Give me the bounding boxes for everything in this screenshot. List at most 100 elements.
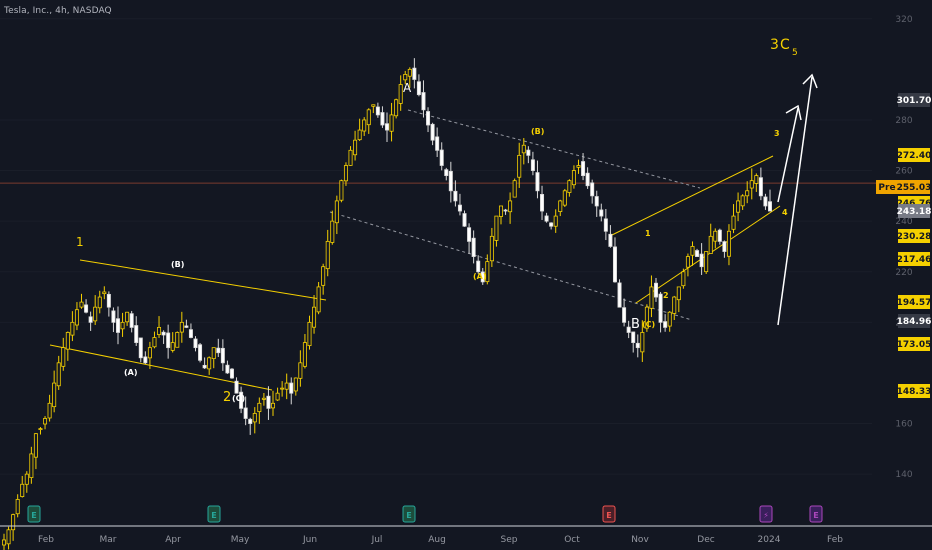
candle-body: [357, 129, 362, 141]
channel-line-lower-2: [329, 211, 693, 321]
wave-label: C: [780, 37, 790, 53]
candle-body: [339, 180, 344, 201]
candle-body: [503, 209, 508, 212]
candle-body: [453, 190, 458, 202]
candle-body: [129, 313, 134, 328]
candle-body: [740, 195, 745, 207]
candle-body: [768, 201, 773, 212]
candle-body: [416, 81, 421, 96]
event-marker[interactable]: [809, 505, 823, 523]
candle-body: [2, 539, 7, 546]
candle-body: [704, 251, 709, 273]
wave-label: (A): [473, 272, 487, 281]
candle-body: [558, 200, 563, 213]
candle-body: [644, 306, 649, 329]
price-axis[interactable]: 320280260240220200160140: [895, 15, 912, 480]
candle-body: [681, 271, 686, 287]
candle-body: [480, 271, 485, 283]
candle-body: [266, 395, 271, 409]
time-tick-label: Apr: [165, 535, 181, 545]
price-tag-box: [898, 384, 930, 398]
price-tag-box: [898, 204, 930, 218]
candle-body: [325, 240, 330, 270]
candle-body: [97, 296, 102, 309]
candle-body: [626, 326, 631, 333]
price-tag-box: [898, 229, 930, 243]
candle-body: [143, 356, 148, 364]
candle-body: [207, 357, 212, 370]
event-marker-label: E: [406, 511, 411, 520]
candle-body: [220, 347, 225, 364]
channel-line-upper-2: [407, 109, 701, 189]
candle-body: [530, 159, 535, 171]
candle-body: [512, 180, 517, 198]
projection-arrow-5: [777, 76, 813, 326]
candle-body: [731, 215, 736, 230]
candle-body: [234, 380, 239, 394]
candle-body: [462, 213, 467, 227]
candle-body: [467, 227, 472, 242]
candle-body: [29, 453, 34, 479]
wave-label: B: [631, 317, 640, 332]
event-marker[interactable]: [759, 505, 773, 523]
candle-body: [749, 180, 754, 189]
candle-body: [252, 413, 257, 423]
candle-body: [567, 180, 572, 193]
candle-body: [631, 331, 636, 343]
candle-body: [102, 291, 107, 295]
price-tags: 301.70272.40246.76243.18230.28217.46194.…: [876, 93, 931, 398]
candle-body: [316, 286, 321, 313]
candle-body: [489, 235, 494, 262]
projection-arrow-5-head: [802, 73, 818, 89]
event-markers[interactable]: E E E E ⚡ E: [27, 505, 823, 523]
event-marker[interactable]: [27, 505, 41, 523]
event-marker[interactable]: [207, 505, 221, 523]
candle-body: [581, 161, 586, 177]
candle-body: [398, 84, 403, 104]
wave-labels: 1 (B) (A) 2 (C) A (B) (A) B (C) 1 2 3 4 …: [76, 37, 798, 405]
candle-body: [115, 318, 120, 333]
candle-body: [476, 260, 481, 273]
candle-body: [147, 347, 152, 359]
candle-body: [649, 286, 654, 309]
time-axis[interactable]: Feb Mar Apr May Jun Jul Aug Sep Oct Nov Dec 2024 Feb: [38, 535, 843, 545]
candle-body: [216, 347, 221, 354]
candle-body: [676, 286, 681, 301]
price-tag: 173.05: [897, 337, 931, 351]
candle-body: [658, 293, 663, 323]
candle-body: [293, 377, 298, 392]
event-marker[interactable]: [602, 505, 616, 523]
time-tick-label: Jun: [302, 535, 317, 545]
candle-body: [485, 261, 490, 283]
time-tick-label: May: [231, 535, 250, 545]
time-tick-label: Jul: [371, 535, 383, 545]
candle-body: [302, 342, 307, 367]
wave-label: 3: [774, 129, 780, 138]
candle-body: [389, 114, 394, 132]
candle-body: [24, 473, 29, 485]
candle-body: [526, 149, 531, 156]
event-marker[interactable]: [402, 505, 416, 523]
grid: [0, 18, 872, 475]
candle-body: [672, 296, 677, 314]
price-tag-box: [898, 295, 930, 309]
price-tag-value: 230.28: [897, 232, 932, 242]
time-tick-label: Nov: [631, 535, 649, 545]
wave-label: (C): [232, 394, 245, 403]
candle-body: [562, 190, 567, 206]
candle-body: [312, 306, 317, 328]
candle-body: [15, 499, 20, 515]
price-tick-label: 240: [895, 217, 912, 227]
price-tag-value: 272.40: [897, 151, 932, 161]
candle-body: [612, 246, 617, 283]
candle-body: [457, 204, 462, 212]
candle-body: [412, 67, 417, 80]
candle-body: [535, 172, 540, 192]
event-marker-label: E: [211, 511, 216, 520]
candle-body: [74, 309, 79, 326]
price-tick-label: 260: [895, 167, 912, 177]
candle-body: [585, 172, 590, 187]
candle-body: [435, 136, 440, 151]
pre-market-price-tag: Pre 255.03: [876, 180, 931, 194]
